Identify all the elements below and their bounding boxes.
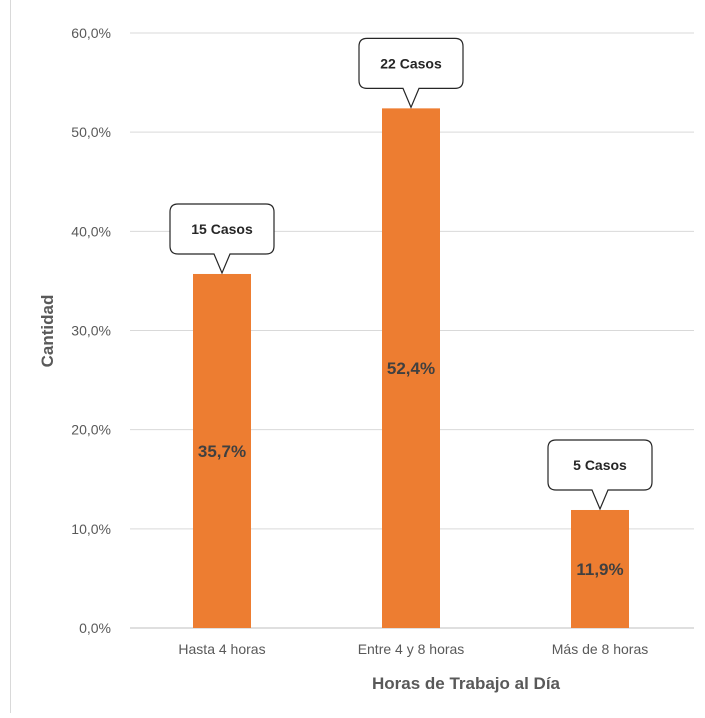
x-axis-title: Horas de Trabajo al Día: [372, 674, 561, 693]
y-tick-label: 30,0%: [71, 323, 111, 339]
y-tick-label: 0,0%: [79, 620, 111, 636]
callout-bubble: [358, 37, 464, 109]
bar-data-labels: 35,7% 52,4% 11,9%: [198, 359, 624, 579]
y-tick-label: 40,0%: [71, 223, 111, 239]
x-axis-tick-labels: Hasta 4 horas Entre 4 y 8 horas Más de 8 h…: [178, 641, 648, 657]
callout-bubble: [169, 203, 275, 275]
y-tick-label: 50,0%: [71, 124, 111, 140]
bar-data-label: 35,7%: [198, 442, 246, 461]
callouts: 15 Casos 22 Casos 5 Casos: [169, 37, 653, 511]
y-tick-label: 20,0%: [71, 422, 111, 438]
callout-label: 22 Casos: [380, 55, 442, 71]
x-tick-label: Entre 4 y 8 horas: [358, 641, 465, 657]
bar: [571, 509, 629, 628]
bar: [193, 273, 251, 628]
bar: [382, 108, 440, 628]
y-axis-tick-labels: 0,0% 10,0% 20,0% 30,0% 40,0% 50,0% 60,0%: [71, 25, 111, 636]
y-tick-label: 60,0%: [71, 25, 111, 41]
y-axis-title: Cantidad: [38, 295, 57, 368]
callout-label: 15 Casos: [191, 221, 253, 237]
callout-bubble: [547, 439, 653, 511]
bar-data-label: 52,4%: [387, 359, 435, 378]
x-tick-label: Hasta 4 horas: [178, 641, 265, 657]
callout-label: 5 Casos: [573, 457, 627, 473]
y-tick-label: 10,0%: [71, 521, 111, 537]
x-tick-label: Más de 8 horas: [552, 641, 649, 657]
bar-data-label: 11,9%: [576, 560, 623, 579]
bars: [193, 108, 629, 628]
chart-left-border: [10, 0, 11, 713]
